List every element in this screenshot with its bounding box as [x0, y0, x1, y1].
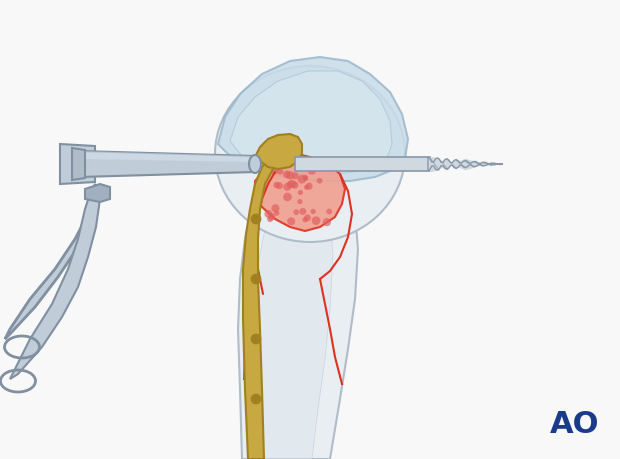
- Circle shape: [274, 211, 280, 216]
- Circle shape: [291, 182, 298, 189]
- Polygon shape: [255, 155, 345, 231]
- Circle shape: [308, 166, 316, 175]
- Circle shape: [283, 171, 291, 179]
- Circle shape: [283, 193, 292, 202]
- Circle shape: [251, 274, 261, 285]
- Polygon shape: [230, 72, 392, 174]
- Circle shape: [286, 172, 294, 180]
- Polygon shape: [5, 200, 98, 339]
- Circle shape: [303, 218, 308, 223]
- Polygon shape: [295, 157, 430, 172]
- Polygon shape: [255, 134, 302, 170]
- Circle shape: [272, 205, 280, 213]
- Circle shape: [273, 182, 280, 189]
- Circle shape: [306, 183, 312, 190]
- Circle shape: [298, 190, 303, 196]
- Circle shape: [264, 211, 272, 218]
- Circle shape: [297, 200, 303, 205]
- Polygon shape: [238, 165, 358, 459]
- Circle shape: [268, 213, 275, 221]
- Circle shape: [298, 175, 306, 184]
- Polygon shape: [243, 157, 276, 459]
- Circle shape: [317, 179, 322, 184]
- Polygon shape: [72, 149, 85, 180]
- Circle shape: [303, 175, 308, 181]
- Circle shape: [277, 169, 283, 175]
- Circle shape: [271, 168, 278, 175]
- Polygon shape: [218, 58, 408, 182]
- Circle shape: [303, 176, 308, 182]
- Polygon shape: [255, 188, 333, 459]
- Circle shape: [312, 217, 321, 225]
- Circle shape: [304, 215, 311, 222]
- Circle shape: [286, 181, 294, 189]
- Polygon shape: [85, 185, 110, 202]
- Circle shape: [299, 208, 306, 215]
- Circle shape: [288, 180, 296, 189]
- Ellipse shape: [249, 156, 261, 174]
- Polygon shape: [80, 151, 255, 178]
- Polygon shape: [10, 185, 100, 379]
- Text: AO: AO: [550, 409, 600, 438]
- Ellipse shape: [215, 67, 405, 242]
- Circle shape: [276, 183, 283, 190]
- Circle shape: [293, 210, 299, 216]
- Circle shape: [283, 184, 291, 191]
- Circle shape: [251, 394, 261, 404]
- Polygon shape: [428, 157, 503, 172]
- Circle shape: [267, 217, 273, 223]
- Circle shape: [287, 218, 295, 226]
- Circle shape: [326, 209, 332, 215]
- Circle shape: [323, 218, 331, 227]
- Circle shape: [311, 209, 316, 215]
- Circle shape: [251, 214, 261, 224]
- Circle shape: [292, 173, 299, 180]
- Polygon shape: [80, 151, 255, 162]
- Circle shape: [304, 185, 309, 190]
- Circle shape: [251, 334, 261, 344]
- Polygon shape: [60, 145, 95, 185]
